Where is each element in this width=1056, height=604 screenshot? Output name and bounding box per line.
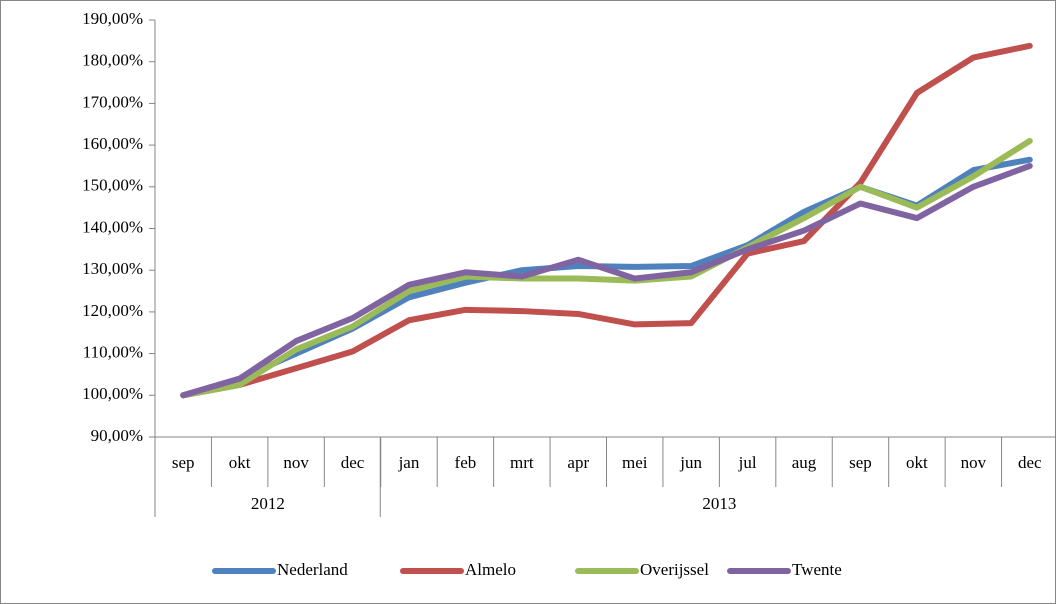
x-tick-label: feb: [455, 453, 477, 472]
group-label: 2013: [702, 494, 736, 513]
legend-label: Nederland: [277, 560, 348, 579]
x-tick-label: apr: [567, 453, 589, 472]
x-tick-label: jul: [738, 453, 757, 472]
series-line: [180, 162, 1033, 399]
x-tick-label: nov: [283, 453, 309, 472]
x-tick-label: okt: [229, 453, 251, 472]
legend-label: Overijssel: [640, 560, 709, 579]
x-tick-label: dec: [1018, 453, 1042, 472]
x-tick-label: sep: [849, 453, 872, 472]
x-tick-label: sep: [172, 453, 195, 472]
group-label: 2012: [251, 494, 285, 513]
y-tick-label: 120,00%: [82, 301, 143, 320]
y-tick-label: 100,00%: [82, 384, 143, 403]
x-tick-label: aug: [792, 453, 817, 472]
legend-label: Almelo: [465, 560, 516, 579]
series-line: [180, 137, 1033, 399]
legend-label: Twente: [792, 560, 842, 579]
x-tick-label: okt: [906, 453, 928, 472]
x-tick-label: nov: [961, 453, 987, 472]
series-line: [180, 42, 1033, 399]
x-tick-label: mei: [622, 453, 648, 472]
x-tick-label: jun: [679, 453, 702, 472]
y-tick-label: 110,00%: [83, 343, 143, 362]
y-tick-label: 140,00%: [82, 217, 143, 236]
x-tick-label: dec: [341, 453, 365, 472]
y-tick-label: 130,00%: [82, 259, 143, 278]
y-tick-label: 190,00%: [82, 9, 143, 28]
y-tick-label: 180,00%: [82, 51, 143, 70]
x-tick-label: mrt: [510, 453, 534, 472]
y-tick-label: 160,00%: [82, 134, 143, 153]
x-tick-label: jan: [398, 453, 420, 472]
y-tick-label: 150,00%: [82, 176, 143, 195]
y-tick-label: 170,00%: [82, 92, 143, 111]
y-tick-label: 90,00%: [91, 426, 143, 445]
